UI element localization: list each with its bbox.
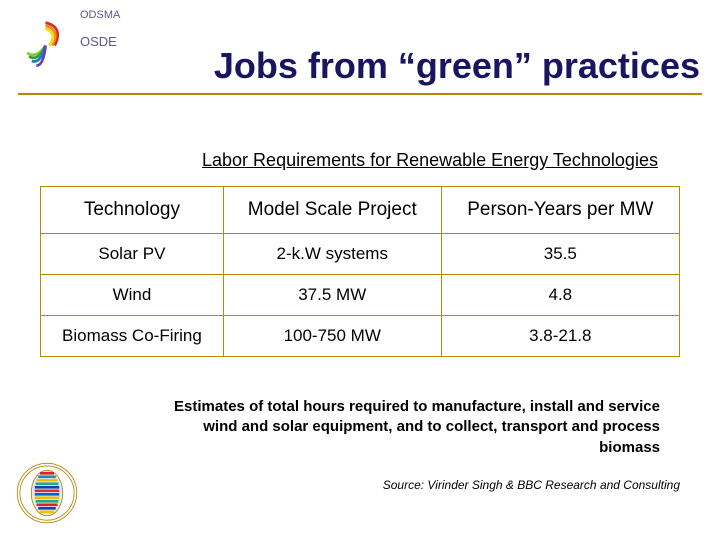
col-header: Model Scale Project [223,187,441,234]
table-header-row: Technology Model Scale Project Person-Ye… [41,187,680,234]
data-table-wrap: Technology Model Scale Project Person-Ye… [40,186,680,357]
org-line-1: ODSMA [80,8,120,23]
cell: 35.5 [441,234,679,275]
cell: 37.5 MW [223,275,441,316]
table-row: Biomass Co-Firing 100-750 MW 3.8-21.8 [41,316,680,357]
footnote: Estimates of total hours required to man… [150,397,660,458]
slide-header: ODSMA OSDE Jobs from “green” practices [0,0,720,95]
col-header: Person-Years per MW [441,187,679,234]
cell: 3.8-21.8 [441,316,679,357]
cell: Solar PV [41,234,224,275]
org-labels: ODSMA OSDE [80,8,120,52]
cell: Wind [41,275,224,316]
cell: 100-750 MW [223,316,441,357]
table-row: Wind 37.5 MW 4.8 [41,275,680,316]
title-underline [18,93,702,95]
cell: 4.8 [441,275,679,316]
oas-seal-icon [12,458,82,528]
cell: 2-k.W systems [223,234,441,275]
table-row: Solar PV 2-k.W systems 35.5 [41,234,680,275]
source-citation: Source: Virinder Singh & BBC Research an… [0,478,680,492]
requirements-table: Technology Model Scale Project Person-Ye… [40,186,680,357]
subtitle: Labor Requirements for Renewable Energy … [140,150,720,171]
swirl-logo-icon [18,18,73,73]
col-header: Technology [41,187,224,234]
org-line-2: OSDE [80,33,120,51]
cell: Biomass Co-Firing [41,316,224,357]
